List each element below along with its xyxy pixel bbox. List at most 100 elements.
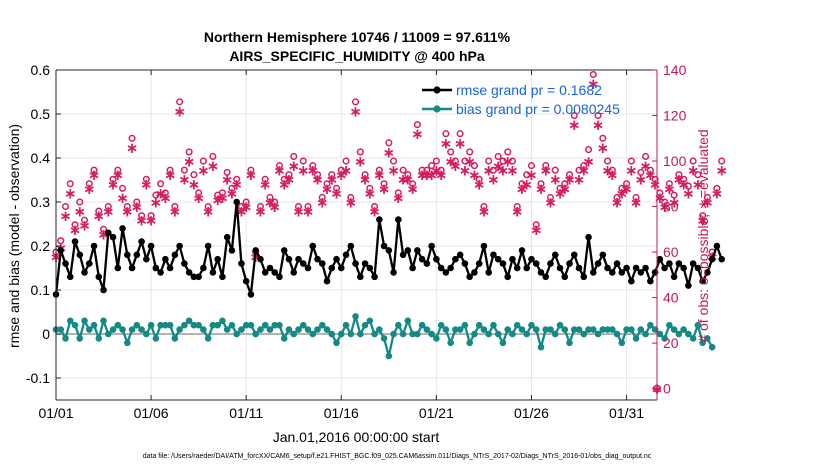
obs-possible-point <box>504 148 512 156</box>
rmse-point <box>475 260 483 267</box>
bias-point <box>566 339 573 347</box>
obs-possible-point <box>665 180 673 188</box>
obs-evaluated-point: ∗ <box>492 157 505 175</box>
bias-point <box>404 317 412 325</box>
rmse-point <box>380 242 388 250</box>
obs-possible-point <box>342 157 350 165</box>
obs-possible-point <box>703 193 711 201</box>
obs-possible-point <box>119 184 127 192</box>
bias-point <box>442 326 450 333</box>
obs-evaluated-point: ∗ <box>411 125 424 143</box>
bias-point <box>513 321 521 329</box>
obs-possible-point <box>57 237 65 245</box>
bias-point <box>152 335 160 342</box>
rmse-point <box>66 273 74 281</box>
rmse-point <box>680 264 687 272</box>
obs-evaluated-point: ∗ <box>421 166 434 184</box>
rmse-point <box>261 269 269 276</box>
bias-point <box>90 321 98 329</box>
obs-possible-point <box>432 157 440 165</box>
obs-possible-point <box>532 221 540 229</box>
bias-point <box>204 335 212 342</box>
bias-point <box>219 317 226 325</box>
rmse-point <box>537 269 545 276</box>
obs-evaluated-point: ∗ <box>501 153 514 171</box>
bias-point <box>528 321 535 329</box>
rmse-point <box>257 255 264 263</box>
rmse-point <box>128 264 136 272</box>
rmse-point <box>480 242 488 250</box>
obs-possible-point <box>451 157 459 165</box>
bias-point <box>228 321 236 329</box>
obs-evaluated-point: ∗ <box>440 134 453 152</box>
obs-possible-point <box>428 162 436 170</box>
bias-point <box>328 330 336 338</box>
rmse-point <box>342 251 350 259</box>
obs-evaluated-point: ∗ <box>107 175 120 193</box>
obs-possible-point <box>447 148 455 156</box>
bias-point <box>252 330 259 338</box>
obs-possible-point <box>171 203 179 211</box>
obs-possible-point <box>304 203 312 211</box>
bias-point <box>280 335 288 342</box>
bias-point <box>475 321 483 329</box>
obs-evaluated-point: ∗ <box>673 171 686 189</box>
obs-evaluated-point: ∗ <box>682 184 695 202</box>
obs-evaluated-point: ∗ <box>264 194 277 212</box>
obs-evaluated-point: ∗ <box>259 175 272 193</box>
bias-point <box>285 326 293 333</box>
obs-evaluated-point: ∗ <box>406 180 419 198</box>
obs-possible-point <box>371 203 379 211</box>
obs-evaluated-point: ∗ <box>454 134 467 152</box>
rmse-point <box>499 260 507 267</box>
bias-point <box>537 343 545 351</box>
obs-evaluated-point: ∗ <box>330 184 343 202</box>
rmse-point <box>404 247 412 254</box>
obs-possible-point <box>689 157 697 165</box>
obs-evaluated-point: ∗ <box>487 171 500 189</box>
bias-point <box>105 330 112 338</box>
bias-point <box>623 326 630 333</box>
obs-possible-point <box>661 198 669 206</box>
obs-evaluated-point: ∗ <box>535 180 548 198</box>
obs-evaluated-point: ∗ <box>135 212 148 230</box>
rmse-point <box>195 273 202 281</box>
obs-possible-point <box>394 189 402 197</box>
obs-evaluated-point: ∗ <box>516 180 529 198</box>
bias-point <box>200 326 207 333</box>
bias-point <box>466 339 473 347</box>
rmse-point <box>718 255 725 263</box>
bias-point <box>347 330 355 338</box>
bias-point <box>509 330 516 338</box>
y2-tick-label: 40 <box>663 290 679 306</box>
x-tick-label: 01/01 <box>38 405 73 421</box>
obs-possible-point <box>152 191 160 199</box>
rmse-point <box>604 264 611 272</box>
obs-evaluated-point: ∗ <box>311 171 324 189</box>
obs-evaluated-point: ∗ <box>696 212 709 230</box>
rmse-point <box>361 260 369 267</box>
bias-point <box>95 335 103 342</box>
bias-point <box>685 330 692 338</box>
obs-possible-point <box>185 148 193 156</box>
rmse-point <box>238 260 245 267</box>
rmse-point <box>580 273 588 281</box>
obs-possible-point <box>608 166 616 174</box>
rmse-point <box>252 247 259 254</box>
obs-evaluated-point: ∗ <box>644 166 657 184</box>
bias-point <box>337 330 345 338</box>
bias-point <box>428 330 435 338</box>
obs-evaluated-point: ∗ <box>520 175 533 193</box>
x-tick-label: 01/31 <box>609 405 644 421</box>
rmse-point <box>337 264 345 272</box>
bias-point <box>176 326 183 333</box>
obs-evaluated-point: ∗ <box>616 184 629 202</box>
rmse-point <box>266 264 274 272</box>
rmse-point <box>204 242 212 250</box>
bias-point <box>114 321 122 329</box>
obs-evaluated-point: ∗ <box>383 143 396 161</box>
rmse-point <box>409 264 416 272</box>
bias-point <box>589 326 597 333</box>
bias-point <box>266 326 274 333</box>
